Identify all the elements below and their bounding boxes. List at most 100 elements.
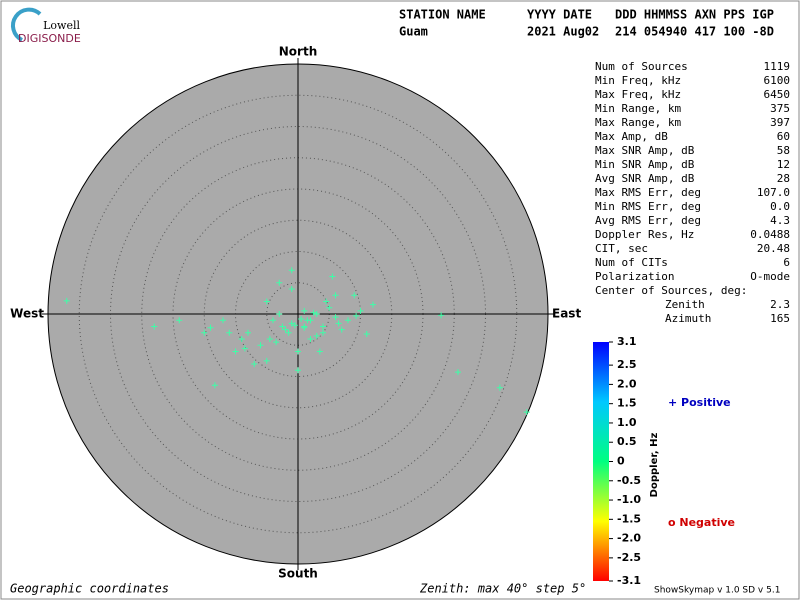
source-point bbox=[313, 311, 320, 317]
header-value: Guam bbox=[399, 25, 428, 39]
source-point bbox=[301, 324, 308, 331]
source-point bbox=[201, 329, 208, 336]
source-point bbox=[438, 312, 445, 319]
source-point bbox=[496, 384, 503, 391]
source-point bbox=[338, 326, 345, 333]
compass-east: East bbox=[552, 307, 581, 321]
footer-right: ShowSkymap v 1.0 SD v 5.1 bbox=[654, 586, 780, 596]
header-label: STATION NAME bbox=[399, 8, 486, 22]
footer-middle: Zenith: max 40° step 5° bbox=[419, 582, 586, 596]
stat-label: CIT, sec bbox=[595, 242, 648, 255]
stat-label: Avg SNR Amp, dB bbox=[595, 172, 695, 185]
stat-value: 6450 bbox=[764, 88, 791, 101]
source-point bbox=[288, 320, 295, 327]
stat-value: 397 bbox=[770, 116, 790, 129]
colorbar-tick-label: 0.5 bbox=[617, 435, 637, 448]
source-point bbox=[332, 314, 339, 321]
source-point bbox=[310, 309, 317, 316]
source-point bbox=[370, 301, 376, 308]
source-point bbox=[298, 316, 305, 322]
stat-label: Polarization bbox=[595, 270, 674, 283]
source-point bbox=[266, 336, 273, 342]
source-point bbox=[345, 317, 351, 324]
stat-label: Min RMS Err, deg bbox=[595, 200, 701, 213]
colorbar-tick-label: -3.1 bbox=[617, 574, 641, 587]
stat-label: Min Freq, kHz bbox=[595, 74, 681, 87]
source-point bbox=[288, 286, 295, 292]
stat-label: Max Amp, dB bbox=[595, 130, 668, 143]
source-point bbox=[304, 317, 311, 324]
colorbar bbox=[593, 342, 609, 581]
colorbar-tick-label: 1.0 bbox=[617, 416, 637, 429]
logo-arc bbox=[11, 7, 42, 42]
source-point bbox=[276, 311, 283, 317]
colorbar-label: Doppler, Hz bbox=[649, 433, 660, 498]
stat-value: 28 bbox=[777, 172, 790, 185]
source-point bbox=[63, 297, 70, 304]
stat-label: Max RMS Err, deg bbox=[595, 186, 701, 199]
source-point bbox=[285, 329, 292, 336]
compass-west: West bbox=[10, 307, 44, 321]
header-value: 214 054940 417 100 -8D bbox=[615, 25, 774, 39]
stat-value: 60 bbox=[777, 130, 790, 143]
stat-label: Max SNR Amp, dB bbox=[595, 144, 695, 157]
stat-value: 165 bbox=[770, 312, 790, 325]
source-point bbox=[455, 369, 461, 376]
stat-value: 6 bbox=[783, 256, 790, 269]
source-point bbox=[320, 323, 326, 330]
source-point bbox=[307, 336, 314, 342]
stat-label: Min SNR Amp, dB bbox=[595, 158, 695, 171]
stat-heading: Center of Sources, deg: bbox=[595, 284, 747, 297]
source-point bbox=[232, 348, 239, 355]
source-point bbox=[357, 307, 364, 314]
source-point bbox=[363, 331, 370, 337]
stat-label: Max Range, km bbox=[595, 116, 681, 129]
source-point bbox=[523, 409, 530, 416]
source-point bbox=[238, 336, 245, 342]
header-value: 2021 Aug02 bbox=[527, 25, 599, 39]
source-point bbox=[313, 332, 320, 339]
stat-label: Azimuth bbox=[665, 312, 711, 325]
source-point bbox=[282, 326, 289, 333]
colorbar-tick-label: -1.0 bbox=[617, 493, 641, 506]
source-point bbox=[207, 324, 214, 331]
stat-value: 0.0488 bbox=[750, 228, 790, 241]
stat-label: Min Range, km bbox=[595, 102, 681, 115]
stat-label: Doppler Res, Hz bbox=[595, 228, 694, 241]
stat-label: Num of CITs bbox=[595, 256, 668, 269]
compass-north: North bbox=[279, 45, 317, 59]
stat-value: 4.3 bbox=[770, 214, 790, 227]
source-point bbox=[288, 267, 295, 274]
source-point bbox=[276, 279, 283, 286]
source-point bbox=[176, 317, 183, 324]
source-point bbox=[329, 273, 336, 280]
colorbar-tick-label: -2.5 bbox=[617, 551, 641, 564]
colorbar-tick-label: -2.0 bbox=[617, 532, 641, 545]
source-point bbox=[301, 307, 308, 314]
stat-value: 1119 bbox=[764, 60, 791, 73]
source-point bbox=[263, 298, 270, 305]
source-point bbox=[151, 323, 158, 330]
source-point bbox=[226, 329, 233, 336]
stat-label: Max Freq, kHz bbox=[595, 88, 681, 101]
source-point bbox=[295, 367, 301, 374]
colorbar-tick-label: 3.1 bbox=[617, 335, 637, 348]
stat-value: 58 bbox=[777, 144, 790, 157]
stat-label: Num of Sources bbox=[595, 60, 688, 73]
stat-label: Avg RMS Err, deg bbox=[595, 214, 701, 227]
source-point bbox=[279, 323, 286, 330]
colorbar-tick-label: 1.5 bbox=[617, 397, 637, 410]
stat-value: 0.0 bbox=[770, 200, 790, 213]
colorbar-tick-label: -0.5 bbox=[617, 474, 641, 487]
source-point bbox=[245, 329, 251, 336]
stat-value: O-mode bbox=[750, 270, 790, 283]
stat-value: 6100 bbox=[764, 74, 791, 87]
header-label: DDD HHMMSS AXN PPS IGP bbox=[615, 8, 774, 22]
source-point bbox=[335, 320, 342, 327]
footer-left: Geographic coordinates bbox=[10, 582, 169, 596]
compass-south: South bbox=[278, 567, 318, 581]
colorbar-tick-label: 2.0 bbox=[617, 377, 637, 390]
colorbar-tick-label: 2.5 bbox=[617, 358, 637, 371]
